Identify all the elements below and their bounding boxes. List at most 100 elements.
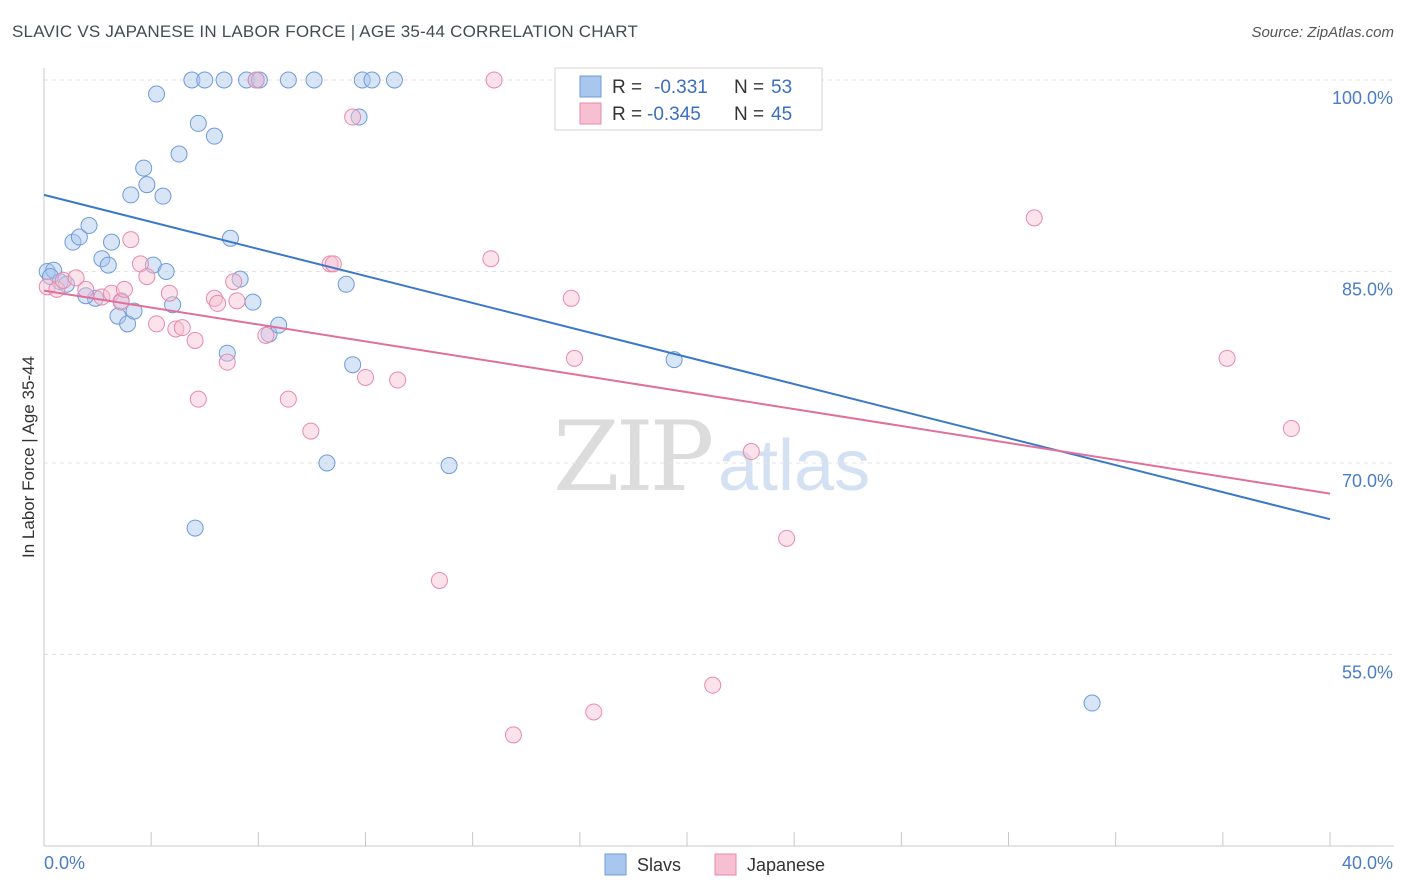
slavs-point [103,233,121,251]
japanese-point [302,422,320,440]
slavs-point [135,159,153,177]
japanese-point [138,268,156,286]
slavs-point [1083,694,1101,712]
y-tick-labels: 100.0% 85.0% 70.0% 55.0% [1332,88,1393,683]
japanese-point [167,320,185,338]
legend-r-label-slavs: R = [612,77,642,98]
trend-lines [43,193,1331,521]
x-tick-label-max: 40.0% [1342,853,1393,873]
y-tick-label: 70.0% [1342,471,1393,491]
japanese-point [562,289,580,307]
gridlines [44,79,1394,655]
slavs-point [186,519,204,537]
japanese-point [189,390,207,408]
japanese-point [257,326,275,344]
japanese-point [565,349,583,367]
legend-r-label-japanese: R = [612,104,642,125]
slavs-point [125,302,143,320]
slavs-point [244,293,262,311]
japanese-point [173,319,191,337]
legend-r-value-slavs: -0.331 [654,77,708,98]
bottom-legend-label-slavs: Slavs [637,855,681,875]
bottom-legend-swatch-slavs [604,853,627,876]
slavs-point [205,127,223,145]
slavs-point [270,316,288,334]
japanese-point [228,292,246,310]
japanese-point [148,315,166,333]
scatter-points [38,71,1300,744]
slavs-point [350,108,368,126]
slavs-point [80,217,98,235]
watermark-zip: ZIP [553,401,712,513]
slavs-point [363,71,381,89]
legend-swatch-japanese [579,102,602,125]
japanese-point [778,529,796,547]
slavs-point [157,263,175,280]
slavs-point [196,71,214,89]
slavs-point [440,457,458,475]
slavs-point [122,186,140,204]
y-tick-label: 100.0% [1332,88,1393,108]
japanese-point [389,371,407,389]
slavs-point [170,145,188,163]
slavs-point [344,356,362,374]
x-tick-marks [43,832,1331,846]
japanese-point [160,284,178,302]
legend-r-value-japanese: -0.345 [647,104,701,125]
y-axis-label: In Labor Force | Age 35-44 [19,356,38,558]
japanese-point [357,368,374,386]
slavs-point [218,344,236,362]
slavs-point [148,85,166,103]
watermark-atlas: atlas [718,426,870,506]
x-tick-label-min: 0.0% [44,853,85,873]
slavs-point [93,250,111,268]
japanese-point [225,273,243,291]
japanese-point [704,676,722,694]
slavs-point [183,71,201,89]
japanese-point [1218,349,1236,367]
japanese-point [122,231,140,249]
japanese-point [344,108,362,126]
slavs-point [38,263,56,280]
slavs-point [70,228,88,246]
japanese-point [1282,420,1300,438]
japanese-point [247,71,265,89]
slavs-point [215,71,233,89]
bottom-legend-swatch-japanese [714,853,737,876]
bottom-legend-label-japanese: Japanese [747,855,825,875]
japanese-point [1025,209,1043,227]
japanese-point [67,269,85,287]
japanese-point [209,294,227,312]
y-tick-label: 85.0% [1342,280,1393,300]
source-label: Source: ZipAtlas.com [1251,24,1394,41]
legend-n-label-slavs: N = [734,77,764,98]
chart-title: SLAVIC VS JAPANESE IN LABOR FORCE | AGE … [12,22,639,41]
japanese-point [115,280,133,298]
y-tick-label: 55.0% [1342,663,1393,683]
slavs-point [189,114,207,132]
japanese-point [77,280,95,298]
japanese-point [205,289,223,307]
japanese-point [485,71,503,89]
slavs-point [99,256,117,274]
japanese-trend-line [43,289,1331,495]
slavs-trend-line [43,193,1331,521]
slavs-point [279,71,297,89]
slavs-point [138,176,156,194]
series-legend: Slavs Japanese [604,853,825,876]
slavs-point [154,187,172,205]
legend-n-value-slavs: 53 [771,77,792,98]
japanese-point [482,250,500,268]
japanese-point [54,271,72,289]
japanese-point [585,703,603,721]
slavs-point [337,275,355,293]
slavs-point [238,71,256,89]
slavs-point [305,71,323,89]
japanese-point [279,390,297,408]
slavs-point [318,454,336,472]
japanese-point [218,353,236,371]
japanese-point [742,443,760,461]
japanese-point [186,331,204,349]
legend-swatch-slavs [579,75,602,98]
